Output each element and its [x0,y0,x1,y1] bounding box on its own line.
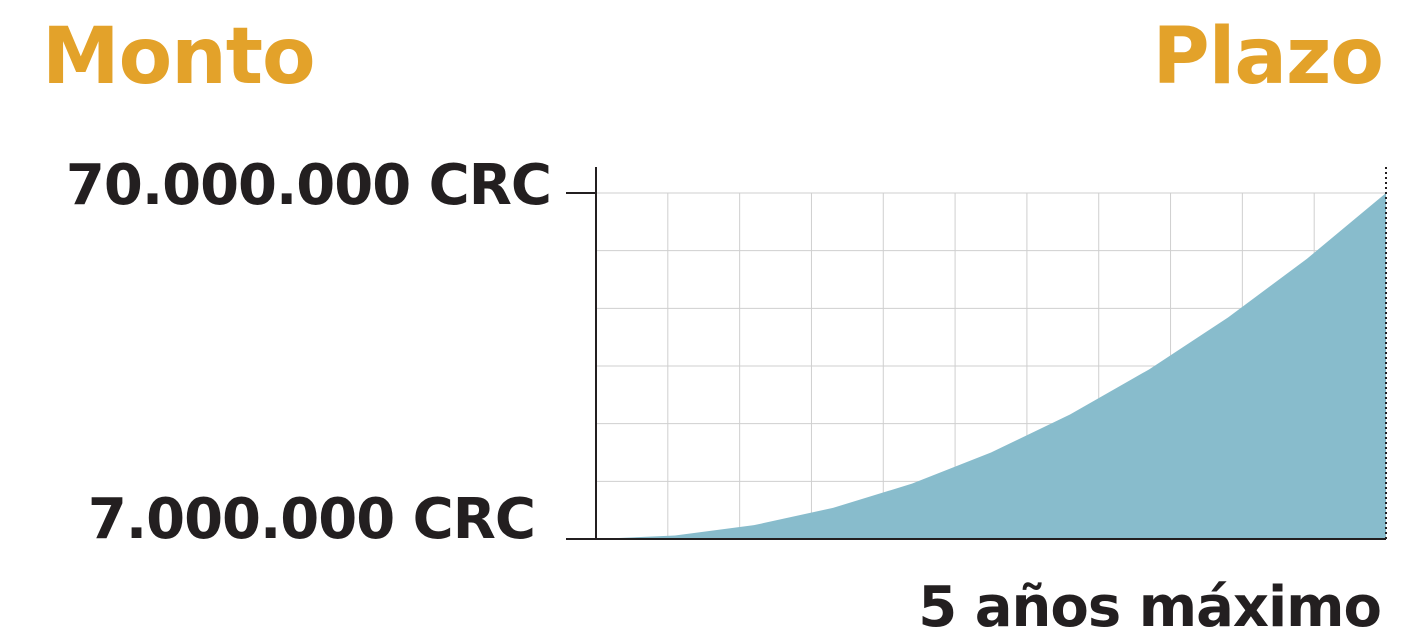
y-tick-label-max: 70.000.000 CRC [65,153,552,218]
area-series-0 [596,193,1386,539]
x-axis-label: 5 años máximo [918,575,1382,640]
y-tick-label-min: 7.000.000 CRC [87,487,536,552]
plazo-heading: Plazo [1152,12,1384,102]
monto-heading: Monto [42,12,316,102]
